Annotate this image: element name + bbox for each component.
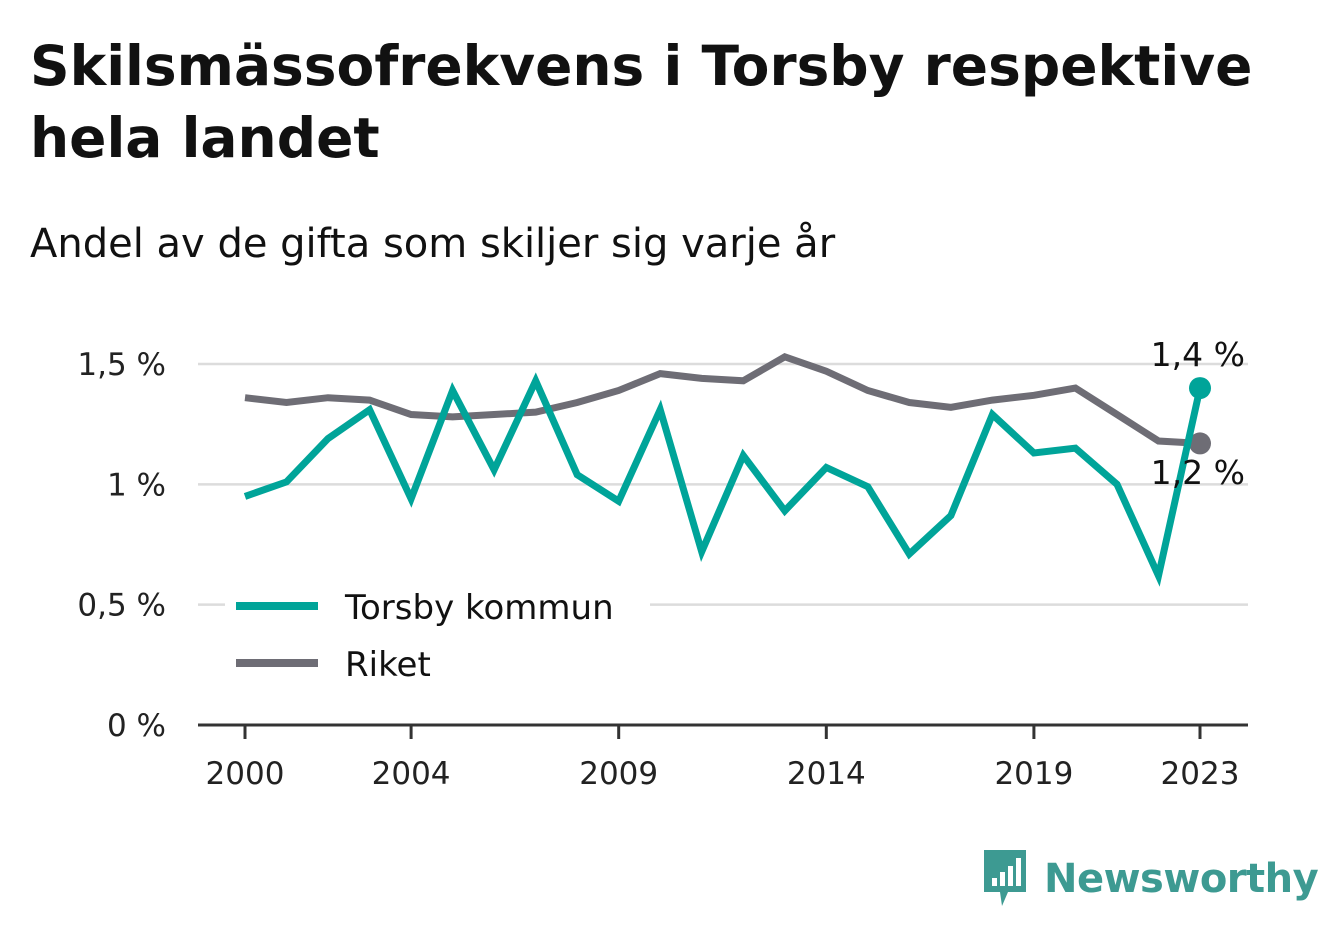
series-line-riket — [244, 352, 1201, 447]
x-tick-label: 2023 — [1161, 756, 1240, 792]
bar-chart-speech-bubble-icon — [984, 850, 1026, 906]
end-point-torsby — [1189, 377, 1211, 400]
x-tick-label: 2004 — [372, 756, 451, 792]
y-tick-label: 0,5 % — [77, 588, 166, 624]
end-point-riket — [1189, 432, 1211, 455]
x-tick-label: 2000 — [206, 756, 285, 792]
x-tick-label: 2014 — [787, 756, 866, 792]
x-axis-labels: 2000 2004 2009 2014 2019 2023 — [206, 756, 1240, 792]
series-line-torsby — [243, 372, 1204, 587]
end-label-torsby: 1,4 % — [1151, 335, 1245, 374]
x-tick-label: 2009 — [579, 756, 658, 792]
legend-label-torsby: Torsby kommun — [344, 588, 614, 628]
legend-background — [225, 575, 650, 697]
legend-label-riket: Riket — [345, 645, 431, 685]
chart-subtitle: Andel av de gifta som skiljer sig varje … — [30, 221, 836, 267]
y-axis-labels: 0 % 0,5 % 1 % 1,5 % — [77, 347, 166, 744]
x-tick-label: 2019 — [994, 756, 1073, 792]
chart-title: Skilsmässofrekvens i Torsby respektive h… — [30, 34, 1253, 170]
end-label-riket: 1,2 % — [1151, 453, 1245, 492]
y-tick-label: 1,5 % — [77, 347, 166, 383]
brand-name: Newsworthy — [1044, 856, 1319, 902]
legend: Torsby kommun Riket — [225, 575, 650, 697]
newsworthy-logo: Newsworthy — [980, 848, 1319, 910]
end-labels: 1,4 % 1,2 % — [1151, 335, 1245, 492]
y-tick-label: 0 % — [107, 708, 166, 744]
y-tick-label: 1 % — [107, 467, 166, 503]
x-axis — [198, 723, 1248, 739]
series-lines — [243, 352, 1211, 587]
